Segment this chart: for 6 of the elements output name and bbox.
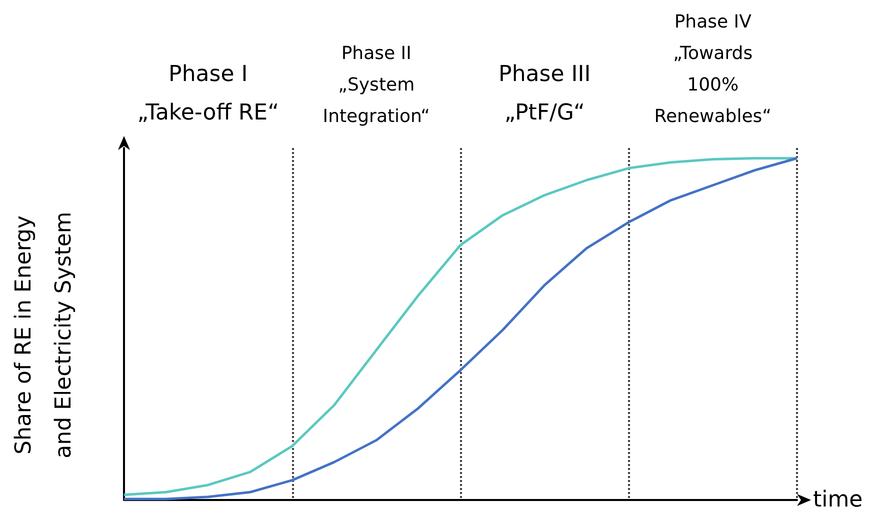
y-axis-title: Share of RE in Energy and Electricity System xyxy=(12,212,76,458)
text: Phase IV „Towards 100% Renewables“ xyxy=(654,11,772,127)
text: Phase III „PtF/G“ xyxy=(498,62,591,126)
text: Phase I „Take-off RE“ xyxy=(137,62,279,126)
x-axis-title: time xyxy=(813,488,863,512)
text: Phase II „System Integration“ xyxy=(322,42,430,127)
